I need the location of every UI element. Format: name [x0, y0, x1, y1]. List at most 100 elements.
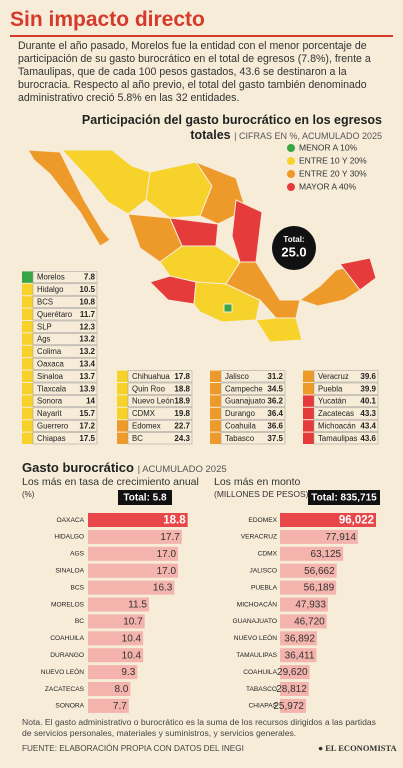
state-name: Zacatecas: [318, 409, 354, 418]
state-row: [220, 432, 286, 445]
state-row: [32, 320, 98, 333]
value-label: 36,411: [285, 650, 315, 661]
state-name: Sonora: [37, 397, 63, 406]
state-name: Oaxaca: [37, 359, 65, 368]
brand: ● EL ECONOMISTA: [318, 743, 397, 753]
category-label: SONORA: [55, 703, 84, 710]
value-label: 16.3: [153, 583, 173, 594]
value-label: 17.0: [157, 566, 177, 577]
bar: [280, 580, 337, 595]
state-name: Tlaxcala: [37, 384, 67, 393]
total-label: Total:: [283, 235, 304, 244]
state-swatch: [303, 370, 314, 382]
category-label: COAHUILA: [50, 635, 84, 642]
state-value: 10.8: [79, 298, 95, 307]
state-row: [220, 382, 286, 395]
bar: [88, 513, 188, 527]
section-subtitle-text: ACUMULADO 2025: [142, 464, 227, 475]
state-swatch: [117, 407, 128, 420]
state-swatch: [22, 333, 33, 345]
value-label: 17.0: [157, 549, 177, 560]
category-label: BC: [75, 618, 84, 625]
category-label: ZACATECAS: [45, 686, 85, 693]
category-label: VERACRUZ: [241, 534, 277, 541]
bar: [280, 563, 337, 578]
state-value: 17.8: [174, 372, 190, 381]
chart1-unit: (%): [22, 490, 35, 499]
chiapas: [255, 317, 303, 343]
state-swatch: [22, 383, 33, 395]
state-name: Sinaloa: [37, 372, 64, 381]
section-subtitle: | ACUMULADO 2025: [137, 464, 227, 475]
bar: [88, 546, 179, 561]
category-label: NUEVO LEÓN: [41, 667, 84, 676]
durango: [127, 213, 183, 263]
value-label: 77,914: [325, 532, 356, 543]
state-row: [313, 382, 379, 395]
state-value: 43.6: [360, 434, 376, 443]
state-row: [32, 295, 98, 308]
bar: [88, 682, 131, 696]
map-subtitle: | CIFRAS EN %, ACUMULADO 2025: [234, 131, 382, 141]
state-name: Hidalgo: [37, 285, 64, 294]
chart2-title-text: Los más en monto: [214, 476, 301, 488]
state-name: Coahuila: [225, 421, 256, 430]
tamaulipas: [231, 199, 263, 263]
state-name: Quin Roo: [132, 384, 166, 393]
bar: [88, 648, 144, 663]
state-value: 18.8: [174, 384, 190, 393]
state-name: Querétaro: [37, 310, 73, 319]
bar: [88, 529, 182, 544]
bar: [88, 563, 179, 578]
state-row: [220, 419, 286, 432]
value-label: 10.4: [122, 650, 142, 661]
category-label: HIDALGO: [54, 534, 84, 541]
state-name: Durango: [225, 409, 256, 418]
state-name: Colima: [37, 347, 62, 356]
state-swatch: [22, 271, 33, 283]
state-swatch: [22, 308, 33, 320]
category-label: MICHOACÁN: [237, 599, 278, 608]
map-title-text: Participación del gasto burocrático en l…: [81, 113, 382, 142]
state-value: 12.3: [79, 322, 95, 331]
state-row: [32, 345, 98, 358]
legend-swatch: [287, 157, 295, 165]
state-value: 37.5: [267, 434, 283, 443]
rule: [10, 35, 393, 37]
bar: [280, 546, 344, 561]
state-swatch: [117, 383, 128, 395]
state-row: [220, 407, 286, 420]
chart2-unit: (MILLONES DE PESOS): [214, 489, 309, 499]
state-row: [32, 283, 98, 296]
category-label: GUANAJUATO: [233, 618, 277, 625]
veracruz: [225, 261, 301, 319]
morelos: [223, 303, 233, 313]
state-name: Ags: [37, 335, 51, 344]
state-row: [220, 370, 286, 383]
value-label: 96,022: [339, 515, 374, 527]
state-value: 13.2: [79, 335, 95, 344]
map: [27, 149, 377, 343]
bar: [88, 665, 138, 680]
state-swatch: [210, 432, 221, 444]
category-label: OAXACA: [57, 517, 85, 524]
bar: [280, 513, 377, 527]
state-value: 14: [86, 397, 95, 406]
section-title: Gasto burocrático | ACUMULADO 2025: [22, 460, 227, 475]
state-value: 18.9: [174, 397, 190, 406]
sonora: [60, 149, 151, 215]
value-label: 8.0: [114, 684, 128, 695]
bar: [280, 631, 317, 646]
value-label: 17.7: [160, 532, 180, 543]
intro: Durante el año pasado, Morelos fue la en…: [18, 40, 371, 104]
state-value: 36.6: [267, 422, 283, 431]
state-swatch: [22, 370, 33, 382]
category-label: EDOMEX: [248, 517, 277, 524]
state-name: Jalisco: [225, 372, 249, 381]
state-row: [32, 370, 98, 383]
bar: [88, 580, 175, 595]
map-subtitle-text: CIFRAS EN %, ACUMULADO 2025: [238, 131, 382, 141]
title: Sin impacto directo: [10, 8, 205, 31]
state-swatch: [210, 407, 221, 420]
